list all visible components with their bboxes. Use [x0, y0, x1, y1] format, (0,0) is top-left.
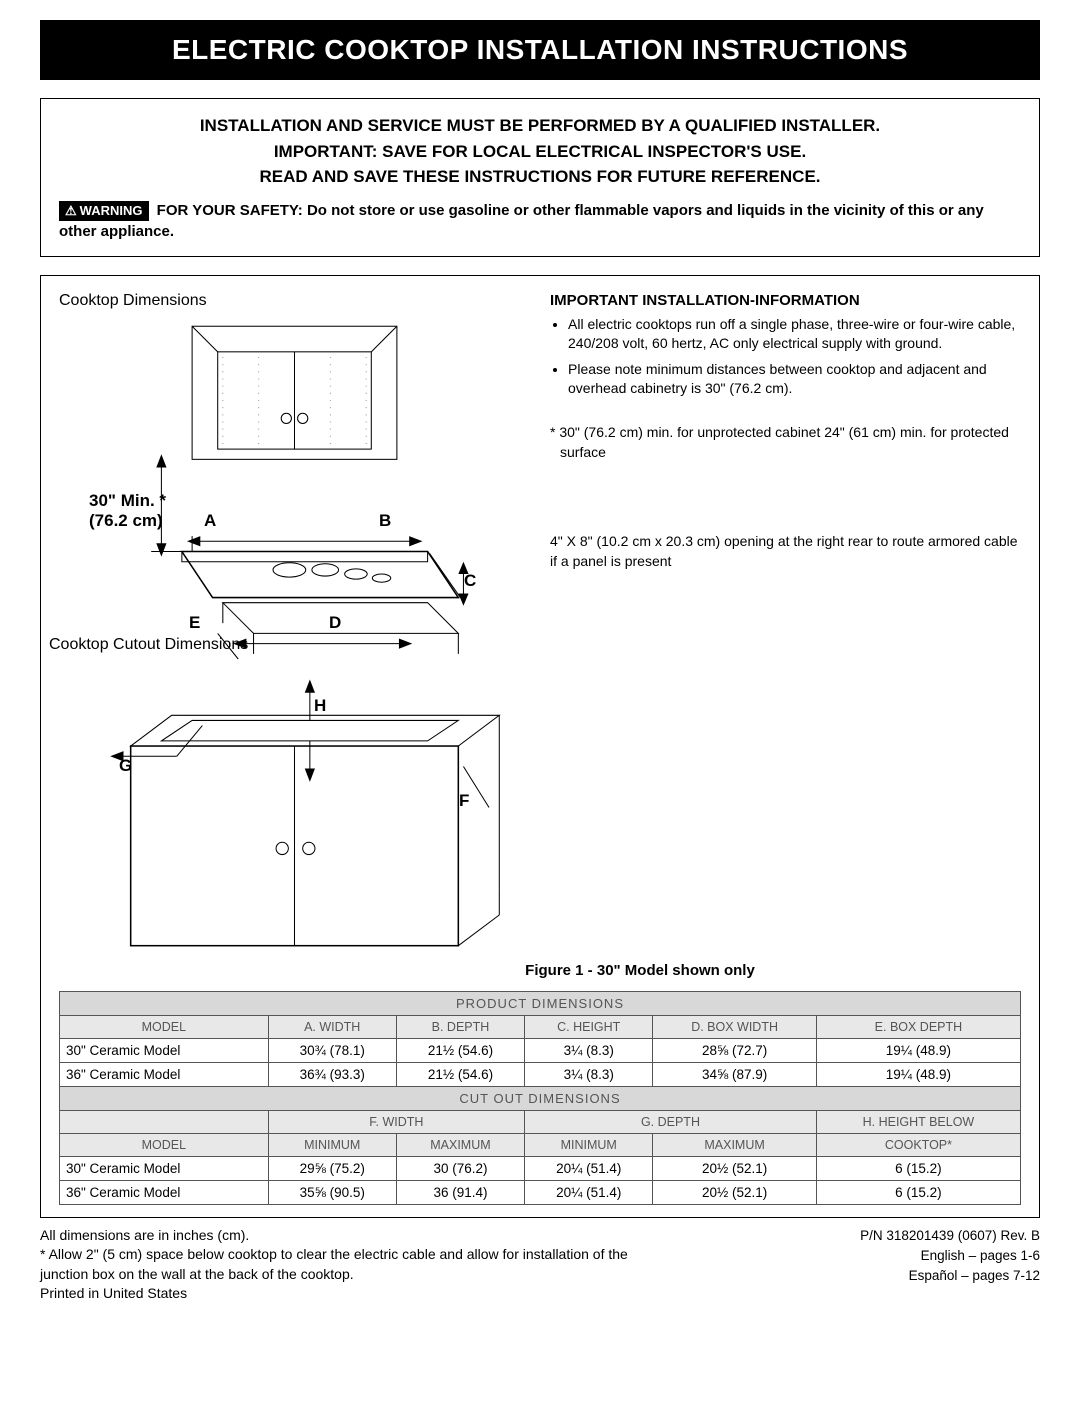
cell: 28⅝ (72.7)	[653, 1038, 817, 1062]
table-row: 30" Ceramic Model 29⅝ (75.2) 30 (76.2) 2…	[60, 1156, 1021, 1180]
installation-diagram-svg	[59, 316, 530, 951]
cutout-dim-section: CUT OUT DIMENSIONS	[60, 1086, 1021, 1110]
col-b: B. DEPTH	[396, 1015, 524, 1038]
cutout-super-row: F. WIDTH G. DEPTH H. HEIGHT BELOW	[60, 1110, 1021, 1133]
cell: 19¼ (48.9)	[816, 1038, 1020, 1062]
espanol-pages: Español – pages 7-12	[860, 1266, 1040, 1286]
cell: 30¾ (78.1)	[268, 1038, 396, 1062]
info-bullet-2: Please note minimum distances between co…	[568, 360, 1021, 399]
cell: 20½ (52.1)	[653, 1180, 817, 1204]
col-h: H. HEIGHT BELOW	[816, 1110, 1020, 1133]
col-cooktop: COOKTOP*	[816, 1133, 1020, 1156]
col-d: D. BOX WIDTH	[653, 1015, 817, 1038]
warning-text: FOR YOUR SAFETY: Do not store or use gas…	[59, 202, 984, 240]
table-row: 36" Ceramic Model 36¾ (93.3) 21½ (54.6) …	[60, 1062, 1021, 1086]
warning-heading: INSTALLATION AND SERVICE MUST BE PERFORM…	[59, 113, 1021, 190]
cell: 3¼ (8.3)	[525, 1062, 653, 1086]
diagram-panel: Cooktop Dimensions	[40, 275, 1040, 1218]
cell: 36 (91.4)	[396, 1180, 524, 1204]
letter-b: B	[379, 511, 391, 531]
cell: 20¼ (51.4)	[525, 1180, 653, 1204]
info-heading: IMPORTANT INSTALLATION-INFORMATION	[550, 292, 1021, 309]
product-head-row: MODEL A. WIDTH B. DEPTH C. HEIGHT D. BOX…	[60, 1015, 1021, 1038]
cell: 34⅝ (87.9)	[653, 1062, 817, 1086]
info-bullet-1: All electric cooktops run off a single p…	[568, 315, 1021, 354]
cell: 20½ (52.1)	[653, 1156, 817, 1180]
info-column: IMPORTANT INSTALLATION-INFORMATION All e…	[550, 292, 1021, 956]
letter-h: H	[314, 696, 326, 716]
diagram-figure: Cooktop Dimensions	[59, 292, 530, 956]
cell: 6 (15.2)	[816, 1156, 1020, 1180]
cutout-dim-label: Cooktop Cutout Dimensions	[49, 636, 248, 654]
col-max: MAXIMUM	[653, 1133, 817, 1156]
col-blank	[60, 1110, 269, 1133]
footnotes: All dimensions are in inches (cm). * All…	[40, 1226, 1040, 1304]
cable-note: 4" X 8" (10.2 cm x 20.3 cm) opening at t…	[550, 532, 1021, 571]
cell: 30" Ceramic Model	[60, 1038, 269, 1062]
letter-c: C	[464, 571, 476, 591]
allow-note: * Allow 2" (5 cm) space below cooktop to…	[40, 1245, 660, 1284]
col-model: MODEL	[60, 1133, 269, 1156]
cell: 21½ (54.6)	[396, 1038, 524, 1062]
product-dim-section: PRODUCT DIMENSIONS	[60, 991, 1021, 1015]
warning-panel: INSTALLATION AND SERVICE MUST BE PERFORM…	[40, 98, 1040, 257]
col-min: MINIMUM	[525, 1133, 653, 1156]
col-c: C. HEIGHT	[525, 1015, 653, 1038]
english-pages: English – pages 1-6	[860, 1246, 1040, 1266]
col-e: E. BOX DEPTH	[816, 1015, 1020, 1038]
cell: 30 (76.2)	[396, 1156, 524, 1180]
col-max: MAXIMUM	[396, 1133, 524, 1156]
cell: 21½ (54.6)	[396, 1062, 524, 1086]
dim-note: All dimensions are in inches (cm).	[40, 1226, 660, 1246]
cell: 19¼ (48.9)	[816, 1062, 1020, 1086]
col-f: F. WIDTH	[268, 1110, 525, 1133]
min-label-2: (76.2 cm)	[89, 511, 166, 531]
cell: 29⅝ (75.2)	[268, 1156, 396, 1180]
warning-line-1: INSTALLATION AND SERVICE MUST BE PERFORM…	[59, 113, 1021, 139]
table-row: 36" Ceramic Model 35⅝ (90.5) 36 (91.4) 2…	[60, 1180, 1021, 1204]
cell: 36" Ceramic Model	[60, 1180, 269, 1204]
figure-caption: Figure 1 - 30" Model shown only	[259, 962, 1021, 979]
star-note: * 30" (76.2 cm) min. for unprotected cab…	[550, 423, 1021, 462]
info-list: All electric cooktops run off a single p…	[550, 315, 1021, 399]
cell: 36¾ (93.3)	[268, 1062, 396, 1086]
col-min: MINIMUM	[268, 1133, 396, 1156]
col-a: A. WIDTH	[268, 1015, 396, 1038]
table-row: 30" Ceramic Model 30¾ (78.1) 21½ (54.6) …	[60, 1038, 1021, 1062]
printed-note: Printed in United States	[40, 1284, 660, 1304]
warning-tag: WARNING	[59, 201, 149, 221]
col-model: MODEL	[60, 1015, 269, 1038]
cell: 30" Ceramic Model	[60, 1156, 269, 1180]
document-title: ELECTRIC COOKTOP INSTALLATION INSTRUCTIO…	[40, 20, 1040, 80]
col-g: G. DEPTH	[525, 1110, 817, 1133]
cooktop-dim-label: Cooktop Dimensions	[59, 292, 530, 310]
warning-line-3: READ AND SAVE THESE INSTRUCTIONS FOR FUT…	[59, 164, 1021, 190]
min-label-1: 30" Min. *	[89, 491, 166, 511]
cell: 36" Ceramic Model	[60, 1062, 269, 1086]
dimensions-table: PRODUCT DIMENSIONS MODEL A. WIDTH B. DEP…	[59, 991, 1021, 1205]
letter-e: E	[189, 613, 200, 633]
warning-body: WARNING FOR YOUR SAFETY: Do not store or…	[59, 200, 1021, 242]
cutout-head-row: MODEL MINIMUM MAXIMUM MINIMUM MAXIMUM CO…	[60, 1133, 1021, 1156]
cell: 35⅝ (90.5)	[268, 1180, 396, 1204]
warning-line-2: IMPORTANT: SAVE FOR LOCAL ELECTRICAL INS…	[59, 139, 1021, 165]
cell: 3¼ (8.3)	[525, 1038, 653, 1062]
part-number: P/N 318201439 (0607) Rev. B	[860, 1226, 1040, 1246]
cell: 6 (15.2)	[816, 1180, 1020, 1204]
letter-f: F	[459, 791, 469, 811]
letter-g: G	[119, 756, 132, 776]
letter-a: A	[204, 511, 216, 531]
cell: 20¼ (51.4)	[525, 1156, 653, 1180]
letter-d: D	[329, 613, 341, 633]
